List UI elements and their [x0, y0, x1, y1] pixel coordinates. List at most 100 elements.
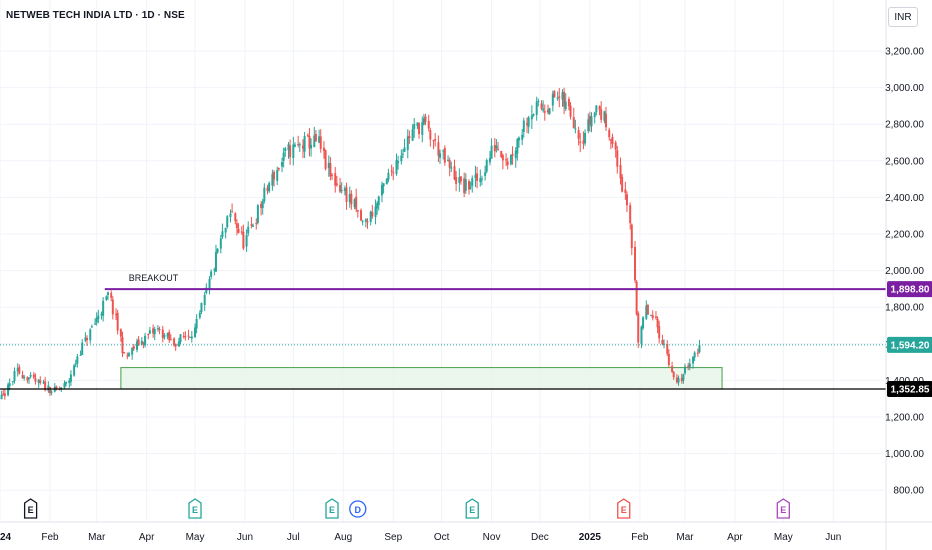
time-axis-label: Sep: [384, 532, 402, 543]
candle-body: [540, 103, 543, 109]
candle-body: [318, 136, 321, 143]
candle-body: [688, 363, 691, 368]
candle-body: [488, 158, 491, 163]
candle-body: [455, 177, 458, 184]
candle-body: [400, 155, 403, 162]
candle-body: [156, 328, 159, 330]
candle-body: [69, 374, 72, 382]
candle-body: [214, 252, 217, 272]
candle-body: [272, 171, 275, 180]
candle-body: [55, 386, 58, 390]
candle-body: [168, 332, 171, 341]
candle-body: [284, 148, 287, 151]
candle-body: [561, 92, 564, 100]
candle-body: [86, 337, 89, 341]
candle-body: [50, 391, 53, 393]
candle-body: [582, 140, 585, 144]
candle-body: [464, 179, 467, 191]
candle-body: [32, 374, 35, 378]
candle-body: [48, 387, 51, 394]
candle-body: [116, 312, 119, 331]
candle-body: [190, 336, 193, 339]
candle-body: [698, 344, 701, 353]
candle-body: [345, 187, 348, 202]
candle-body: [177, 341, 180, 347]
candle-body: [471, 178, 474, 186]
candle-body: [245, 235, 248, 247]
candle-body: [650, 314, 653, 316]
candle-body: [240, 231, 243, 233]
candle-body: [208, 279, 211, 290]
candle-body: [672, 371, 675, 378]
price-axis-tags: 1,898.80 1,352.85 1,594.20: [887, 281, 932, 398]
candle-body: [195, 318, 198, 329]
currency-button[interactable]: INR: [888, 7, 918, 27]
candle-body: [406, 136, 409, 151]
earnings-marker: [617, 498, 631, 519]
candle-body: [355, 196, 358, 210]
time-axis-label: Feb: [631, 532, 649, 543]
candle-body: [339, 184, 342, 192]
time-axis[interactable]: 2024 Feb Mar Apr May Jun Jul Aug Sep Oct Nov Dec 202…: [0, 521, 932, 543]
time-axis-label: Mar: [676, 532, 694, 543]
candle-body: [234, 213, 237, 222]
chart-grid: [0, 0, 884, 522]
candle-body: [646, 305, 649, 315]
candle-body: [147, 334, 150, 336]
candle-body: [266, 187, 269, 191]
candle-body: [173, 338, 176, 346]
candle-body: [226, 216, 229, 228]
candle-body: [293, 144, 296, 147]
candle-body: [593, 112, 596, 118]
candle-body: [287, 144, 290, 151]
candle-body: [303, 136, 306, 152]
candle-body: [329, 163, 332, 177]
candle-body: [100, 313, 103, 316]
candle-body: [630, 224, 633, 248]
price-axis-label: 2,400.00: [885, 193, 924, 204]
last-price-tag-label: 1,594.20: [891, 340, 930, 351]
symbol-title[interactable]: NETWEB TECH INDIA LTD · 1D · NSE: [6, 10, 185, 21]
candle-body: [432, 140, 435, 142]
candle-body: [148, 330, 151, 334]
price-axis-label: 1,200.00: [885, 413, 924, 424]
candle-body: [219, 238, 222, 249]
price-tag-label: 1,352.85: [891, 385, 930, 396]
candle-body: [645, 305, 648, 319]
candle-body: [397, 161, 400, 163]
candle-body: [235, 223, 238, 228]
candle-body: [106, 292, 109, 296]
candle-body: [37, 379, 40, 383]
candle-body: [63, 383, 66, 388]
candle-body: [89, 329, 92, 341]
price-tag-box: [887, 381, 932, 398]
candle-body: [95, 317, 98, 323]
dividend-marker: [349, 500, 367, 518]
candle-body: [203, 294, 206, 306]
candle-body: [500, 150, 503, 157]
candle-body: [611, 136, 614, 145]
candle-body: [292, 144, 295, 159]
candle-body: [522, 120, 525, 132]
candle-body: [493, 144, 496, 152]
candle-body: [656, 318, 659, 328]
candle-body: [76, 356, 79, 364]
price-axis[interactable]: 3,200.00 3,000.00 2,800.00 2,600.00 2,400.00…: [885, 0, 924, 550]
candle-body: [26, 377, 29, 381]
candle-body: [153, 328, 156, 335]
candle-body: [463, 178, 466, 194]
candle-body: [237, 228, 240, 233]
candle-body: [567, 99, 570, 107]
candle-body: [84, 337, 87, 341]
candle-body: [459, 176, 462, 181]
candle-body: [121, 337, 124, 354]
breakout-label: BREAKOUT: [129, 273, 179, 283]
candle-body: [73, 365, 76, 376]
candle-body: [413, 123, 416, 129]
candle-body: [542, 108, 545, 111]
horizontal-lines[interactable]: BREAKOUT: [0, 273, 886, 390]
candle-body: [450, 167, 453, 169]
candle-body: [158, 328, 161, 330]
